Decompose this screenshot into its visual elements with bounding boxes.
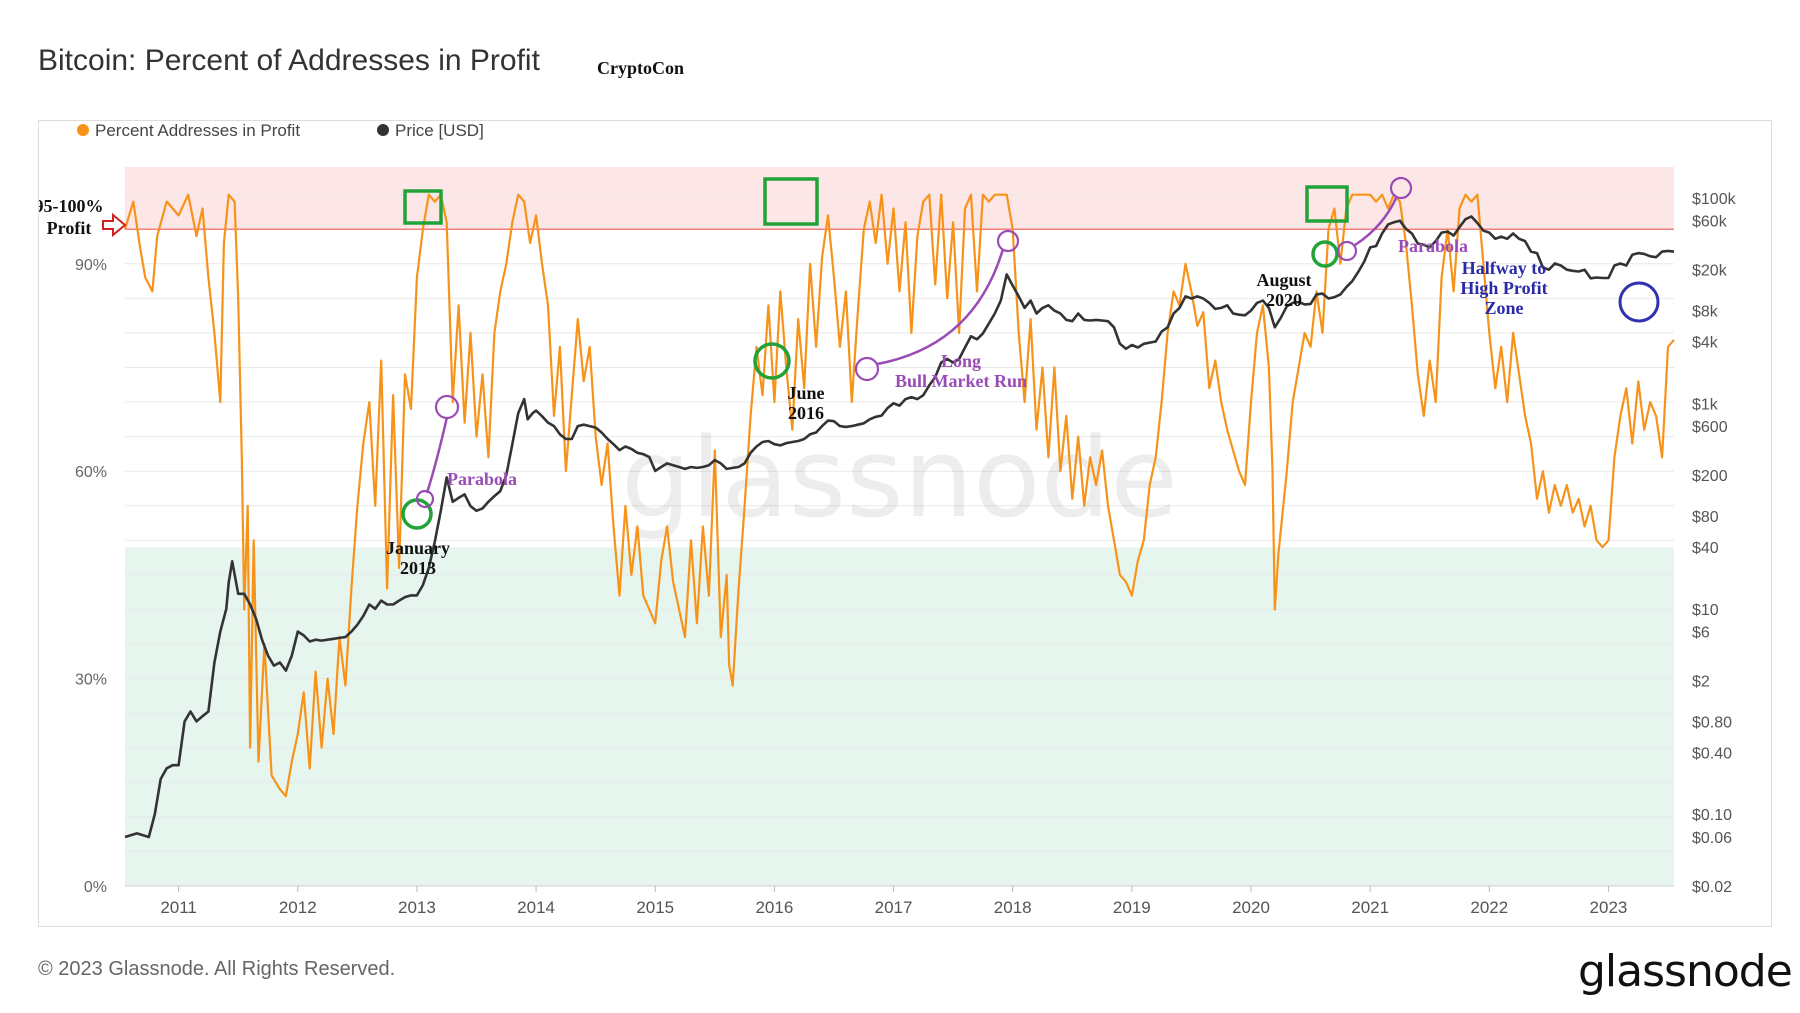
arrow-icon: [102, 212, 127, 238]
y-right-tick-label: $100k: [1692, 191, 1737, 208]
copyright-text: © 2023 Glassnode. All Rights Reserved.: [38, 958, 396, 980]
annotation-cycle-start: 2013: [400, 558, 436, 578]
chart-title: Bitcoin: Percent of Addresses in Profit: [38, 44, 540, 77]
parabola-curve: [876, 248, 1005, 366]
highlight-square: [403, 189, 443, 225]
y-right-tick-label: $60k: [1692, 214, 1728, 231]
y-left-tick-label: 0%: [84, 879, 107, 896]
highlight-circle-purple: [1336, 240, 1358, 262]
x-tick-label: 2015: [636, 898, 674, 917]
parabola-curve: [425, 416, 449, 494]
annotation-halfway: High Profit: [1460, 278, 1547, 298]
highlight-circle-purple: [996, 229, 1020, 253]
legend-label-price: Price [USD]: [395, 121, 484, 140]
y-left-tick-label: 30%: [75, 672, 107, 689]
y-right-tick-label: $0.10: [1692, 807, 1732, 824]
highlight-square: [1305, 185, 1349, 223]
highlight-circle-blue: [1618, 281, 1660, 323]
y-right-tick-label: $0.80: [1692, 714, 1732, 731]
annotation-halfway: Halfway to: [1462, 258, 1547, 278]
y-right-tick-label: $6: [1692, 625, 1710, 642]
annotation-cycle-start: January: [386, 538, 450, 558]
series-line-price: [124, 215, 1675, 839]
x-tick-label: 2020: [1232, 898, 1270, 917]
annotation-cycle-start: August: [1256, 270, 1311, 290]
y-right-tick-label: $20k: [1692, 263, 1728, 280]
x-tick-label: 2014: [517, 898, 555, 917]
brand-logo: glassnode: [1578, 946, 1793, 997]
y-left-tick-label: 60%: [75, 464, 107, 481]
zone-high: [125, 167, 1674, 230]
highlight-circle-purple: [1389, 176, 1413, 200]
x-tick-label: 2012: [279, 898, 317, 917]
legend-marker-price: [377, 124, 389, 136]
y-right-tick-label: $1k: [1692, 396, 1719, 413]
highlight-circle-purple: [854, 356, 880, 382]
y-right-tick-label: $2: [1692, 674, 1710, 691]
x-tick-label: 2011: [160, 898, 197, 917]
chart-svg: glassnode0%30%60%90%$0.02$0.06$0.10$0.40…: [39, 121, 1737, 917]
series-line-profit: [123, 193, 1675, 798]
annotation-parabola: Parabola: [1398, 236, 1468, 256]
x-tick-label: 2017: [875, 898, 913, 917]
x-tick-label: 2022: [1470, 898, 1508, 917]
x-tick-label: 2013: [398, 898, 436, 917]
y-right-tick-label: $10: [1692, 602, 1719, 619]
annotation-bull-run: Long: [941, 351, 981, 371]
highlight-circle: [401, 498, 433, 530]
y-right-tick-label: $0.40: [1692, 745, 1732, 762]
highlight-circle: [1311, 240, 1339, 268]
annotation-high-zone-label: 95-100%: [39, 196, 104, 216]
annotation-cycle-start: June: [787, 383, 824, 403]
annotation-parabola: Parabola: [447, 469, 517, 489]
x-tick-label: 2023: [1590, 898, 1628, 917]
x-tick-label: 2019: [1113, 898, 1151, 917]
x-tick-label: 2018: [994, 898, 1032, 917]
legend-label-profit: Percent Addresses in Profit: [95, 121, 300, 140]
highlight-circle-purple: [434, 394, 460, 420]
highlight-circle: [753, 342, 791, 380]
parabola-curve: [1354, 195, 1399, 247]
y-right-tick-label: $200: [1692, 468, 1728, 485]
author-credit: CryptoCon: [597, 58, 685, 78]
y-right-tick-label: $0.06: [1692, 830, 1732, 847]
y-right-tick-label: $4k: [1692, 335, 1719, 352]
y-right-tick-label: $600: [1692, 419, 1728, 436]
x-tick-label: 2016: [755, 898, 793, 917]
annotation-high-zone-label: Profit: [47, 218, 92, 238]
legend-marker-profit: [77, 124, 89, 136]
y-left-tick-label: 90%: [75, 257, 107, 274]
y-right-tick-label: $8k: [1692, 304, 1719, 321]
chart-panel: glassnode 0% 30% 60% 90% $0.02 $0.06 $0.10 $0.40…: [38, 120, 1772, 927]
y-right-tick-label: $80: [1692, 509, 1719, 526]
annotation-bull-run: Bull Market Run: [895, 371, 1027, 391]
annotation-cycle-start: 2020: [1266, 290, 1302, 310]
y-right-tick-label: $40: [1692, 540, 1719, 557]
annotation-halfway: Zone: [1484, 298, 1523, 318]
y-right-tick-label: $0.02: [1692, 879, 1732, 896]
zone-low: [125, 547, 1674, 886]
annotation-cycle-start: 2016: [788, 403, 824, 423]
highlight-circle-purple: [415, 489, 435, 509]
highlight-square: [763, 177, 819, 226]
x-tick-label: 2021: [1351, 898, 1389, 917]
